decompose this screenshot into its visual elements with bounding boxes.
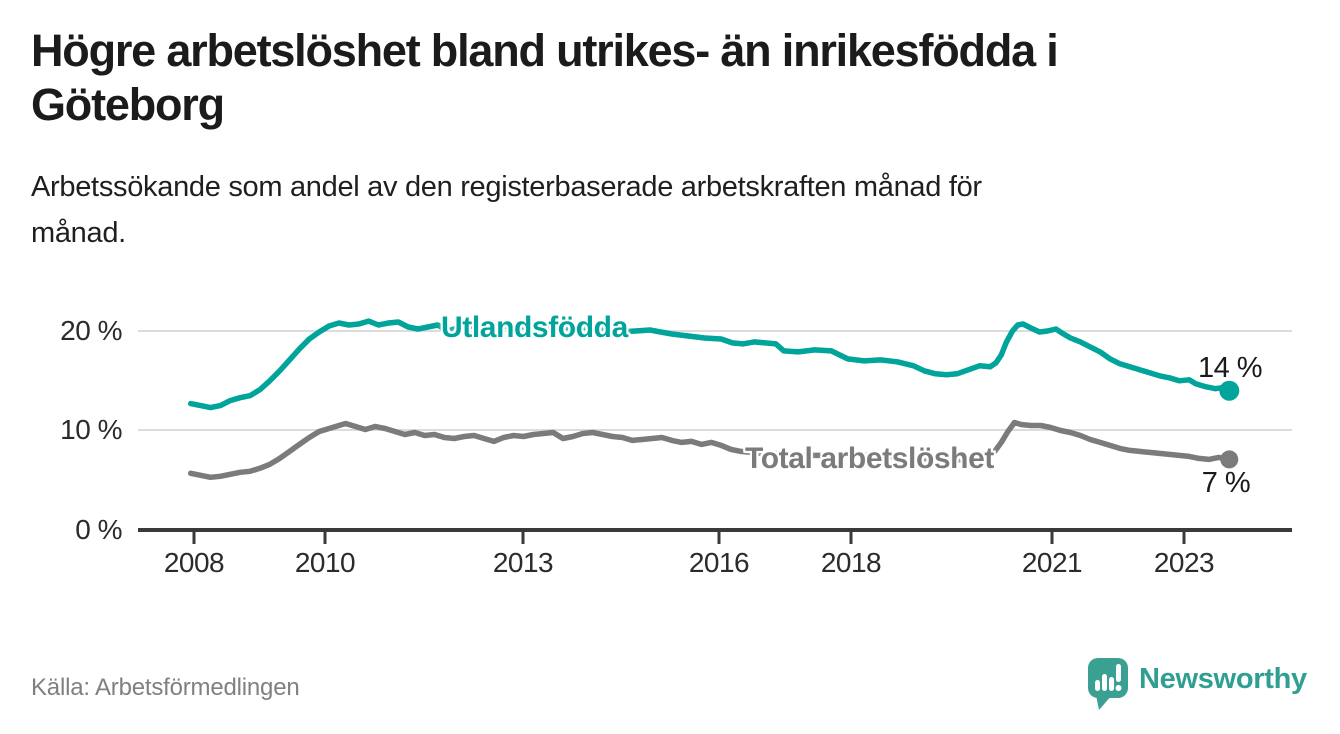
end-value-label-total: 7 % (1201, 467, 1251, 499)
page-title: Högre arbetslöshet bland utrikes- än inr… (31, 24, 1317, 132)
series-label-utlandsfodda: Utlandsfödda (441, 311, 628, 344)
x-tick-label-2018: 2018 (820, 547, 882, 578)
y-tick-label-10: 10 % (60, 414, 122, 445)
series-label-total-arbetsloshet: Total arbetslöshet (745, 442, 994, 475)
title-line-2: Göteborg (31, 79, 225, 130)
x-tick-label-2013: 2013 (492, 547, 554, 578)
x-axis-ticks (192, 532, 1186, 544)
x-tick-label-2016: 2016 (688, 547, 750, 578)
title-line-1: Högre arbetslöshet bland utrikes- än inr… (31, 25, 1059, 76)
x-tick-label-2021: 2021 (1021, 547, 1083, 578)
x-tick-label-2023: 2023 (1153, 547, 1215, 578)
newsworthy-logo-icon (1088, 658, 1128, 710)
brand-logo: Newsworthy (1086, 654, 1326, 714)
series-endpoint-utlandsfodda (1219, 380, 1240, 401)
chart-subtitle: Arbetssökande som andel av den registerb… (31, 164, 1271, 256)
source-note: Källa: Arbetsförmedlingen (31, 674, 300, 701)
subtitle-line-2: månad. (31, 217, 126, 249)
series-line-utlandsfodda (187, 318, 1233, 411)
end-value-label-utlandsfodda: 14 % (1197, 352, 1263, 384)
x-tick-label-2008: 2008 (163, 547, 225, 578)
y-tick-label-0: 0 % (75, 514, 122, 545)
x-tick-label-2010: 2010 (294, 547, 356, 578)
subtitle-line-1: Arbetssökande som andel av den registerb… (31, 171, 982, 203)
y-tick-label-20: 20 % (60, 315, 122, 346)
series-endpoint-total (1220, 450, 1239, 469)
brand-name: Newsworthy (1139, 663, 1307, 695)
series-line-total (187, 419, 1233, 481)
